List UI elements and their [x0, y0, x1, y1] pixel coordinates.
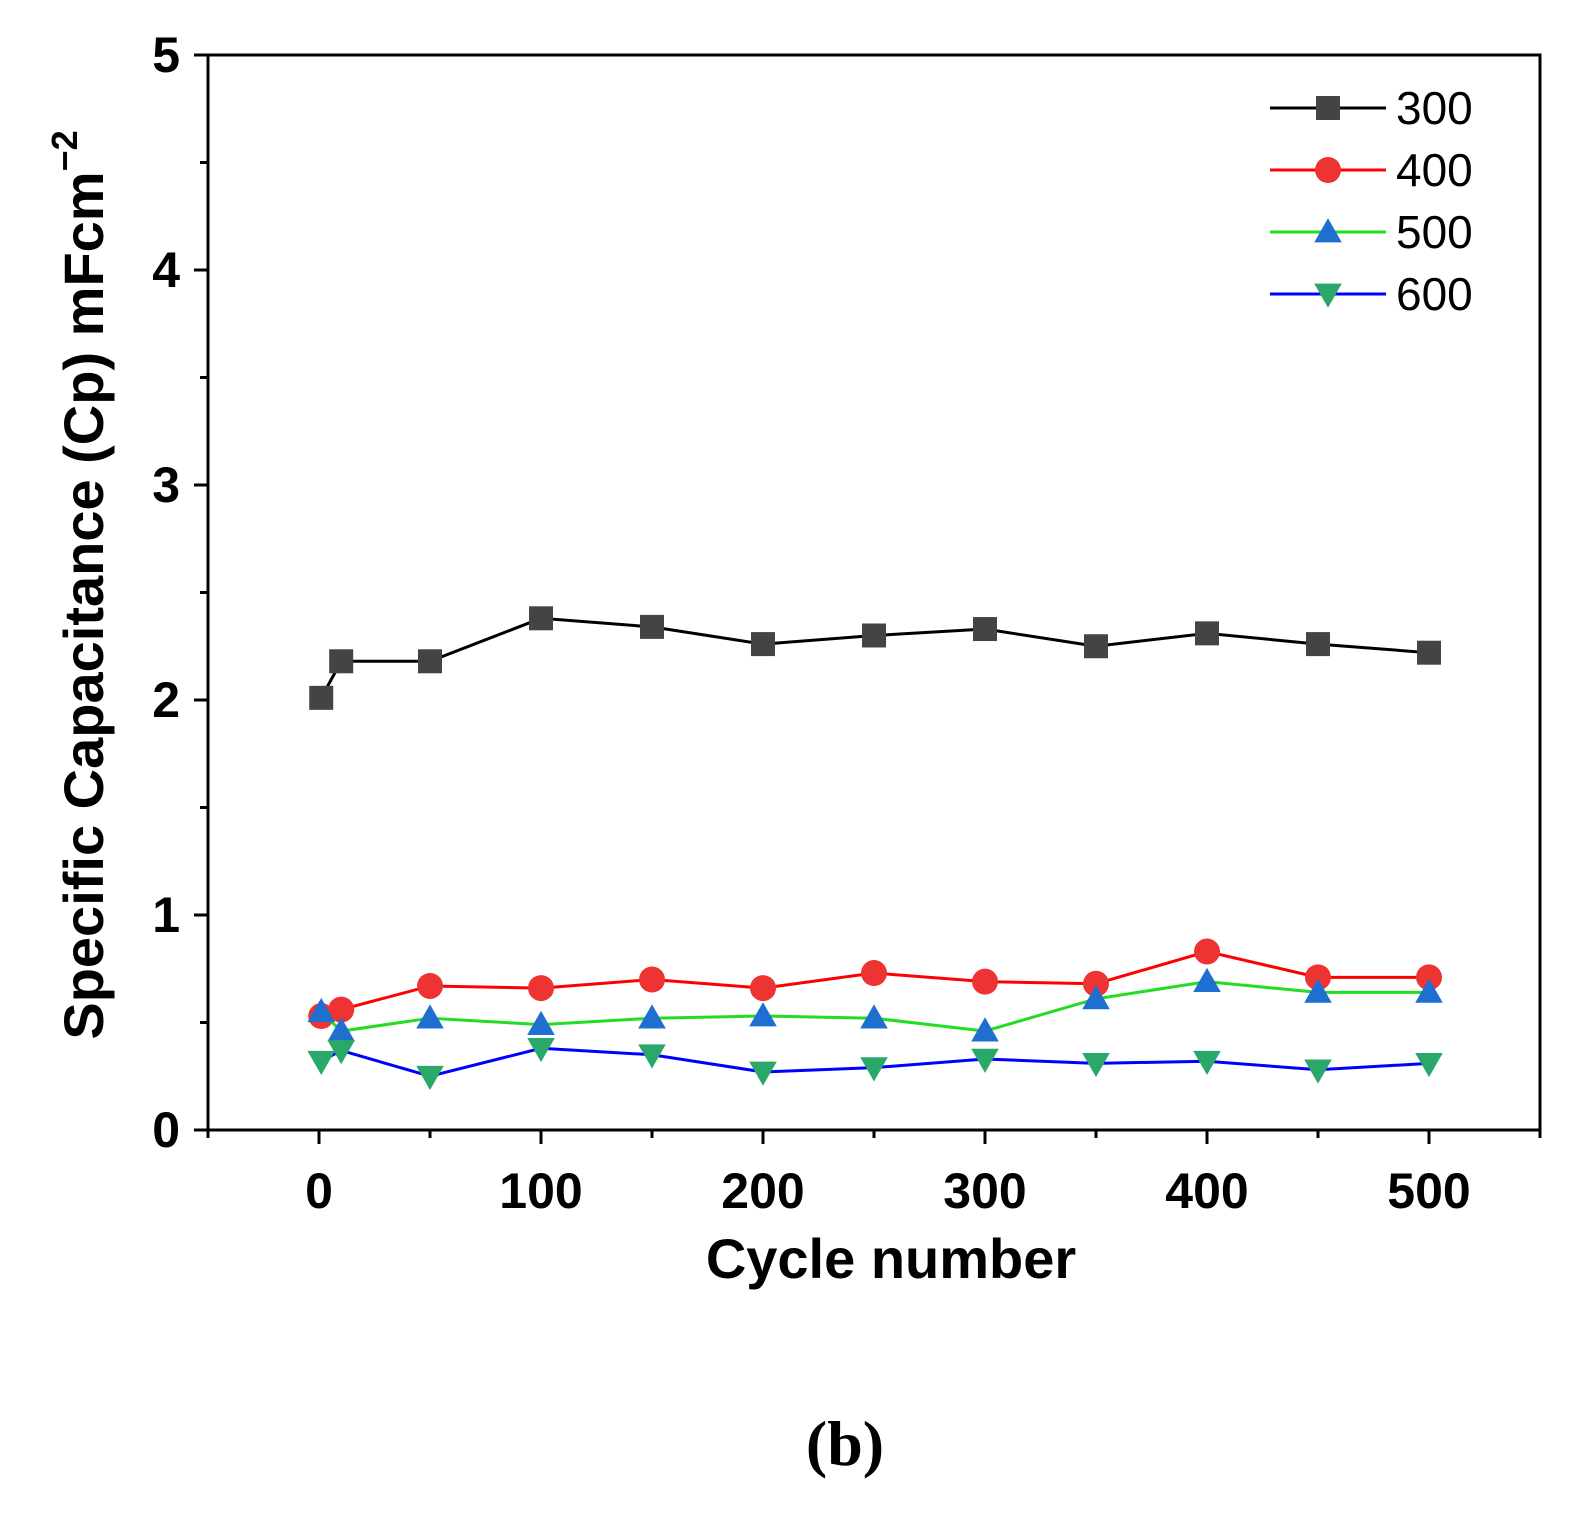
series-400-point — [1305, 964, 1331, 991]
series-600-point — [416, 1065, 444, 1091]
series-500-point — [1082, 985, 1110, 1010]
series-600-point — [327, 1040, 355, 1065]
x-tick-label: 100 — [499, 1163, 582, 1219]
legend-marker — [1314, 218, 1342, 243]
series-600-point — [1415, 1053, 1443, 1078]
series-400-point — [639, 966, 665, 993]
y-tick-label: 2 — [152, 672, 180, 728]
legend-item-500: 500 — [1270, 206, 1473, 258]
legend-item-300: 300 — [1270, 82, 1473, 134]
legend-marker — [1315, 157, 1341, 183]
series-400-point — [972, 968, 998, 995]
series-600-point — [1193, 1050, 1221, 1075]
y-tick-label: 0 — [152, 1102, 180, 1158]
legend-item-600: 600 — [1270, 268, 1473, 320]
series-500-point — [307, 997, 336, 1023]
series-600-line — [320, 1046, 1430, 1078]
series-400-point — [1416, 964, 1442, 991]
series-300-point — [1417, 640, 1441, 665]
series-300-point — [329, 649, 354, 674]
series-300-point — [529, 606, 553, 631]
series-600-point — [860, 1057, 888, 1082]
series-layer — [307, 606, 1443, 1091]
series-400-point — [328, 996, 355, 1023]
legend-label: 300 — [1396, 82, 1473, 134]
x-tick-label: 500 — [1387, 1163, 1470, 1219]
x-tick-label: 0 — [305, 1163, 333, 1219]
series-600-point — [307, 1050, 336, 1075]
x-tick-label: 300 — [943, 1163, 1026, 1219]
series-600-point — [638, 1044, 666, 1069]
series-500-line — [320, 980, 1429, 1033]
series-600-point — [1304, 1059, 1332, 1084]
series-500-point — [749, 1002, 777, 1027]
series-500-point — [416, 1004, 444, 1029]
series-500-point — [1304, 978, 1332, 1003]
legend-item-400: 400 — [1270, 144, 1473, 196]
series-500-point — [1193, 967, 1221, 992]
x-axis: 0 100 200 300 400 500 — [206, 1130, 1542, 1219]
series-600-point — [527, 1037, 555, 1063]
series-300-point — [1084, 634, 1108, 659]
series-300-point — [1306, 632, 1330, 657]
series-300-line — [319, 616, 1430, 699]
series-600-point — [1082, 1053, 1110, 1078]
x-tick-label: 400 — [1165, 1163, 1248, 1219]
y-axis: 0 1 2 3 4 5 — [152, 27, 208, 1158]
series-600-point — [971, 1048, 999, 1073]
series-400-line — [320, 950, 1429, 1018]
series-600 — [307, 1037, 1443, 1091]
y-tick-label: 3 — [152, 457, 180, 513]
series-300-point — [1195, 621, 1219, 646]
series-300-point — [862, 623, 886, 648]
x-tick-label: 200 — [721, 1163, 804, 1219]
series-500-point — [971, 1017, 999, 1042]
y-axis-title-superscript: −2 — [44, 130, 85, 171]
series-300-point — [973, 617, 997, 642]
series-300-point — [309, 685, 334, 710]
series-600-point — [749, 1061, 777, 1086]
y-axis-title-main: Specific Capacitance (Cp) mFcm — [52, 171, 115, 1039]
legend-marker — [1314, 283, 1342, 308]
series-500 — [307, 967, 1443, 1042]
series-500-point — [638, 1004, 666, 1029]
series-400-point — [1083, 970, 1109, 997]
series-300 — [309, 606, 1441, 710]
series-400-point — [861, 960, 887, 987]
y-tick-label: 1 — [152, 887, 180, 943]
series-400 — [308, 938, 1442, 1030]
legend-label: 400 — [1396, 144, 1473, 196]
legend-label: 500 — [1396, 206, 1473, 258]
legend-marker — [1316, 96, 1340, 120]
y-axis-title: Specific Capacitance (Cp) mFcm−2 — [44, 130, 115, 1039]
series-400-point — [1194, 938, 1220, 965]
series-300-point — [751, 632, 775, 657]
series-500-point — [527, 1010, 555, 1035]
series-400-point — [528, 975, 554, 1002]
series-400-point — [417, 972, 443, 999]
y-tick-label: 4 — [152, 242, 180, 298]
series-300-point — [418, 649, 442, 674]
series-500-point — [860, 1004, 888, 1029]
y-tick-label: 5 — [152, 27, 180, 83]
series-500-point — [327, 1017, 355, 1042]
legend-label: 600 — [1396, 268, 1473, 320]
panel-label: (b) — [806, 1408, 884, 1479]
legend: 300 400 500 600 — [1270, 82, 1473, 320]
series-500-point — [1415, 978, 1443, 1003]
x-axis-title: Cycle number — [706, 1227, 1076, 1290]
series-300-point — [640, 614, 664, 639]
series-400-point — [750, 975, 776, 1002]
